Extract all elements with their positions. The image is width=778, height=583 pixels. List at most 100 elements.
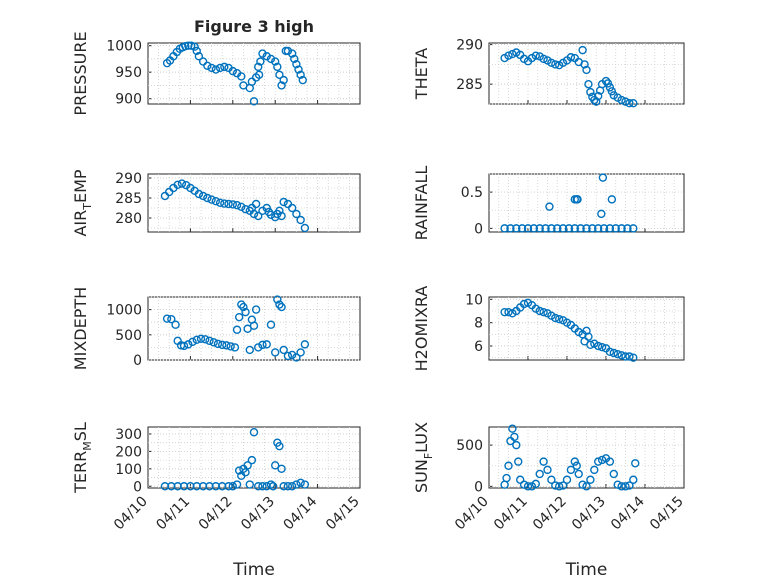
y-axis-label: RAINFALL xyxy=(412,166,431,241)
data-point xyxy=(545,202,554,211)
data-point xyxy=(167,314,176,324)
y-axis-label: TERRMSL xyxy=(71,422,94,494)
y-tick-label: 100 xyxy=(115,462,142,478)
y-tick-label: 10 xyxy=(465,292,483,308)
y-tick-label: 285 xyxy=(456,77,483,93)
subplot-4: 0 0.5 RAINFALL xyxy=(412,166,685,241)
y-tick-label: 0.5 xyxy=(461,185,483,201)
data-point xyxy=(275,300,284,309)
data-point xyxy=(605,83,615,92)
data-point xyxy=(605,224,615,233)
data-point xyxy=(300,480,310,489)
data-point xyxy=(576,224,585,233)
y-axis-label: SUNFLUX xyxy=(412,422,435,493)
data-point xyxy=(607,195,617,204)
data-point xyxy=(547,224,556,233)
data-point xyxy=(603,79,613,88)
data-point xyxy=(249,97,259,106)
data-point xyxy=(262,340,271,349)
x-tick-label: 04/10 xyxy=(111,494,151,534)
data-point xyxy=(531,479,540,489)
data-point xyxy=(558,481,568,490)
y-tick-label: 300 xyxy=(115,427,142,443)
data-point xyxy=(578,480,587,489)
data-point xyxy=(237,300,246,309)
data-point xyxy=(268,482,278,491)
data-point xyxy=(617,351,626,360)
data-point xyxy=(275,70,284,80)
data-point xyxy=(597,209,606,219)
data-point xyxy=(201,335,210,344)
data-point xyxy=(279,75,288,85)
data-point xyxy=(586,475,595,484)
data-point xyxy=(573,195,582,204)
y-tick-label: 500 xyxy=(115,328,142,344)
data-point xyxy=(508,424,517,433)
data-point xyxy=(245,480,254,489)
y-axis-label: MIXDEPTH xyxy=(71,287,90,370)
data-point xyxy=(574,469,583,479)
data-point xyxy=(553,224,562,233)
subplot-3: 280 285 290 AIRTEMP xyxy=(71,169,361,237)
data-point xyxy=(251,305,261,314)
y-axis-label: AIRTEMP xyxy=(71,169,94,236)
data-point xyxy=(258,49,267,58)
data-point xyxy=(254,482,263,491)
data-point xyxy=(266,480,276,489)
data-point xyxy=(590,465,599,475)
y-tick-label: 285 xyxy=(115,191,142,207)
data-point xyxy=(271,461,280,470)
data-point xyxy=(254,211,263,221)
data-point xyxy=(504,307,513,317)
data-point xyxy=(247,77,257,86)
data-point xyxy=(196,334,206,344)
data-point xyxy=(190,42,199,51)
data-point xyxy=(629,353,638,362)
data-point xyxy=(625,99,634,108)
data-point xyxy=(211,196,221,206)
data-point xyxy=(621,482,630,491)
y-tick-label: 500 xyxy=(456,438,483,454)
data-point xyxy=(292,353,301,362)
data-point xyxy=(582,482,591,491)
data-point xyxy=(283,482,293,491)
subplot-2: 285 290 THETA xyxy=(412,38,685,108)
y-axis-label: H2OMIXRA xyxy=(412,286,431,372)
data-point xyxy=(222,341,231,350)
data-point xyxy=(605,347,615,357)
data-point xyxy=(523,482,533,491)
data-point xyxy=(566,53,576,62)
data-point xyxy=(578,45,587,55)
data-point xyxy=(283,46,293,56)
data-point xyxy=(609,469,618,479)
data-point xyxy=(287,482,297,491)
data-point xyxy=(228,66,238,76)
y-tick-label: 0 xyxy=(133,479,142,495)
data-point xyxy=(535,224,544,233)
data-point xyxy=(500,307,509,317)
data-point xyxy=(611,224,620,233)
data-point xyxy=(582,224,591,233)
data-point xyxy=(607,87,617,96)
data-point xyxy=(539,307,548,317)
x-tick-label: 04/15 xyxy=(647,494,687,534)
data-point xyxy=(215,63,225,73)
data-point xyxy=(215,198,225,208)
data-point xyxy=(296,348,305,357)
data-point xyxy=(625,352,634,361)
data-point xyxy=(514,457,523,466)
data-point xyxy=(254,62,263,72)
data-point xyxy=(207,195,216,204)
y-tick-label: 280 xyxy=(115,211,142,227)
data-point xyxy=(296,478,305,487)
data-point xyxy=(249,209,259,219)
data-point xyxy=(512,440,521,450)
data-point xyxy=(599,224,609,233)
data-point xyxy=(529,224,539,233)
data-point xyxy=(580,60,589,69)
data-point xyxy=(234,312,244,322)
data-point xyxy=(249,321,259,330)
data-point xyxy=(551,60,560,69)
data-point xyxy=(512,224,521,233)
